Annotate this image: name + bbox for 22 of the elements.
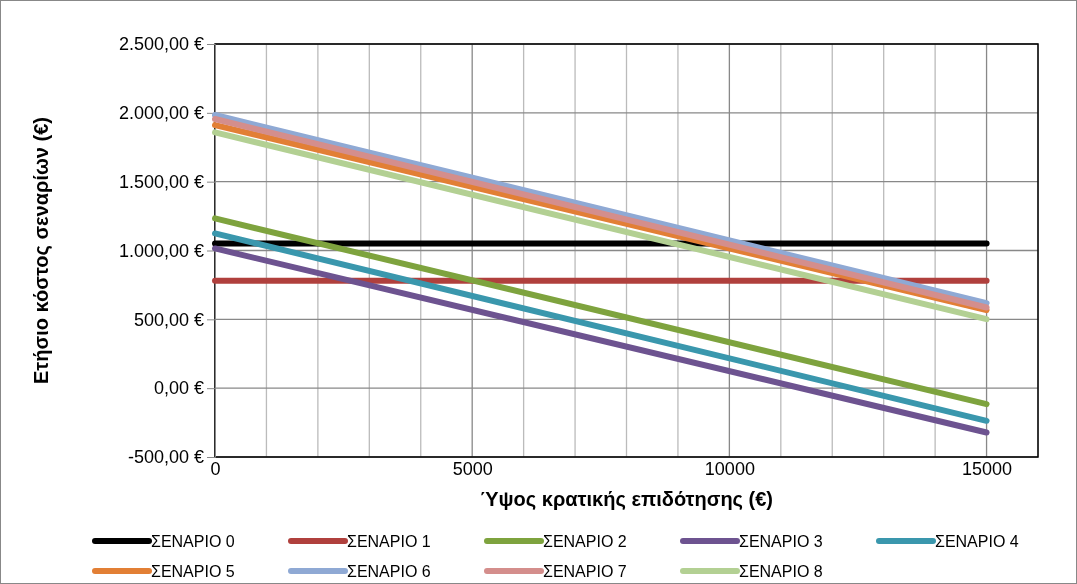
legend-label: ΣΕΝΑΡΙΟ 3 xyxy=(739,533,823,550)
legend-label: ΣΕΝΑΡΙΟ 7 xyxy=(543,563,627,580)
y-tick-label: 1.500,00 € xyxy=(118,171,204,192)
legend-label: ΣΕΝΑΡΙΟ 0 xyxy=(151,533,235,550)
legend-label: ΣΕΝΑΡΙΟ 8 xyxy=(739,563,823,580)
y-tick-label: 1.000,00 € xyxy=(118,240,204,261)
legend-label: ΣΕΝΑΡΙΟ 6 xyxy=(347,563,431,580)
x-tick-label: 10000 xyxy=(704,458,755,479)
x-tick-label: 15000 xyxy=(962,458,1013,479)
legend-label: ΣΕΝΑΡΙΟ 2 xyxy=(543,533,627,550)
y-tick-label: 0,00 € xyxy=(153,378,204,399)
x-tick-label: 5000 xyxy=(452,458,493,479)
legend-label: ΣΕΝΑΡΙΟ 4 xyxy=(935,533,1019,550)
legend-label: ΣΕΝΑΡΙΟ 5 xyxy=(151,563,235,580)
x-axis-title: Ύψος κρατικής επιδότησης (€) xyxy=(479,488,774,510)
y-tick-label: -500,00 € xyxy=(127,447,204,468)
y-tick-label: 500,00 € xyxy=(133,309,204,330)
x-tick-label: 0 xyxy=(210,458,221,479)
y-tick-label: 2.500,00 € xyxy=(118,34,204,55)
y-tick-label: 2.000,00 € xyxy=(118,103,204,124)
y-axis-title: Ετήσιο κόστος σεναρίων (€) xyxy=(30,117,52,384)
legend-label: ΣΕΝΑΡΙΟ 1 xyxy=(347,533,431,550)
